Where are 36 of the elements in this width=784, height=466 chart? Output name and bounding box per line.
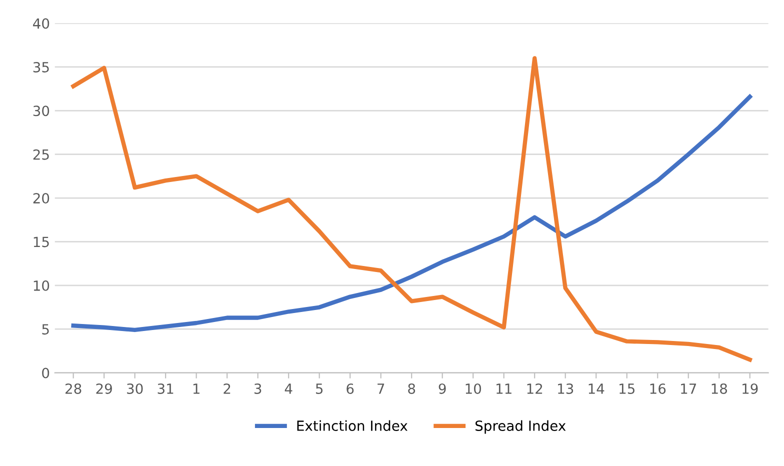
x-tick-label: 8 [408, 383, 416, 394]
x-tick-label: 7 [378, 384, 384, 394]
legend-label: Spread Index [476, 420, 566, 434]
x-tick-label: 5 [316, 384, 323, 394]
x-tick-label: 13 [558, 383, 574, 394]
x-tick-label: 12 [527, 383, 542, 394]
x-tick-label: 18 [712, 383, 728, 394]
line-series [71, 94, 752, 332]
x-tick-label: 17 [681, 384, 696, 394]
x-tick-label: 1 [193, 384, 200, 394]
legend-label: Extinction Index [297, 420, 408, 431]
x-tick-label: 2 [224, 383, 230, 394]
x-tick-label: 3 [254, 383, 262, 394]
x-tick-label: 10 [466, 383, 482, 394]
x-tick-label: 14 [588, 384, 604, 394]
x-tick-label: 4 [284, 384, 292, 394]
line-series [71, 56, 752, 362]
x-tick-label: 29 [96, 383, 112, 394]
x-tick-label: 11 [496, 384, 512, 394]
x-tick-label: 15 [620, 384, 634, 394]
y-tick-label: 25 [33, 149, 49, 160]
x-tick-label: 16 [650, 383, 666, 394]
x-tick-label: 30 [127, 383, 143, 394]
x-tick-label: 31 [158, 383, 174, 394]
y-tick-label: 5 [42, 324, 49, 335]
x-tick-label: 6 [346, 383, 354, 394]
y-tick-label: 30 [33, 106, 50, 116]
y-tick-label: 35 [33, 62, 49, 72]
x-tick-label: 9 [438, 383, 446, 394]
x-tick-label: 28 [66, 383, 82, 394]
y-tick-label: 15 [34, 236, 49, 248]
y-tick-label: 20 [33, 193, 50, 204]
x-tick-label: 19 [742, 383, 758, 394]
y-tick-label: 10 [34, 280, 50, 291]
y-tick-label: 0 [42, 368, 50, 378]
y-tick-label: 40 [33, 18, 50, 29]
